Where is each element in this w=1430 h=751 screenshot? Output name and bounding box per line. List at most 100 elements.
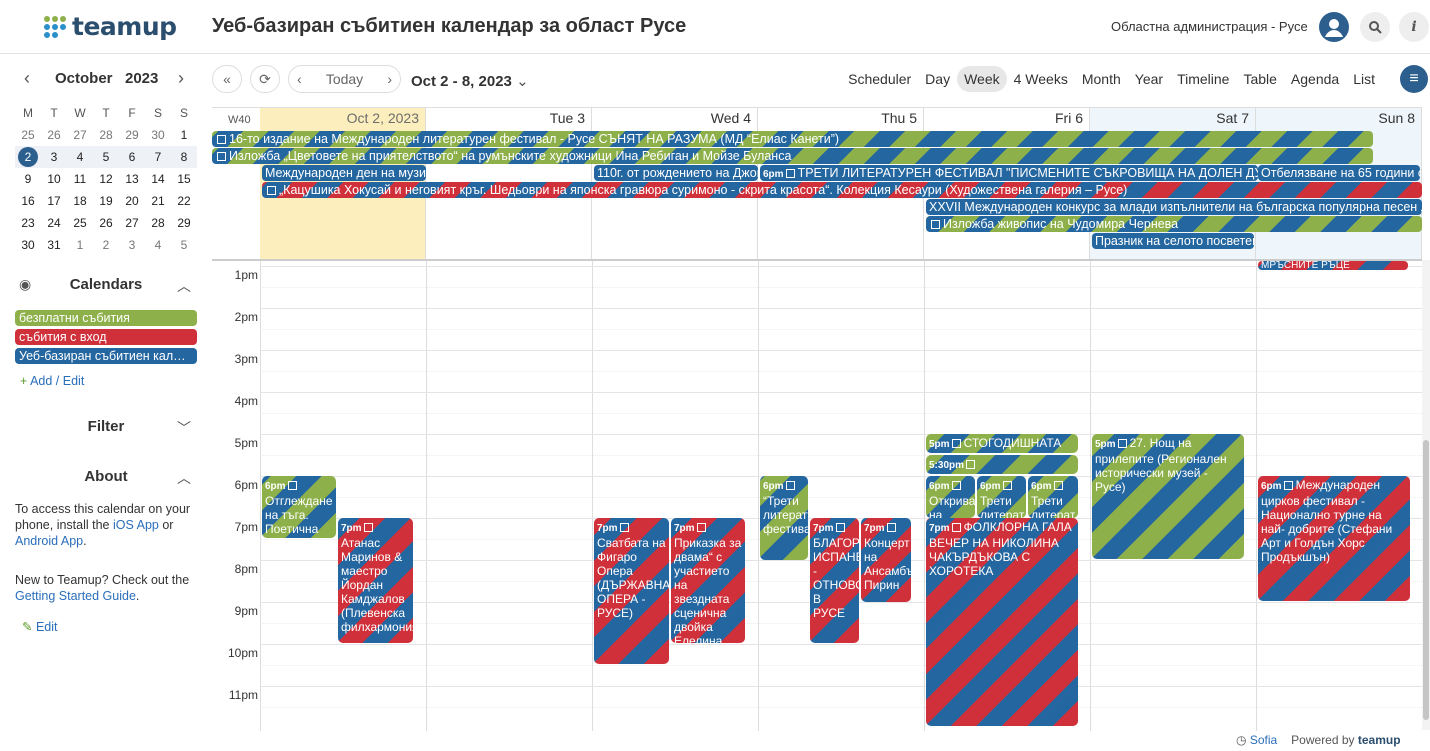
chevron-down-icon[interactable]: ﹀ [177, 420, 191, 436]
calendar-item-web[interactable]: Уеб-базиран събитиен кал… [15, 348, 197, 364]
add-edit-link[interactable]: + Add / Edit [20, 374, 85, 388]
day-header[interactable]: Oct 2, 2023 [260, 108, 426, 129]
powered-by[interactable]: Powered by teamup [1291, 733, 1401, 747]
today-button[interactable]: Today [325, 71, 364, 87]
timed-event[interactable]: 7pmСватбата на Фигаро Опера (ДЪРЖАВНА ОП… [594, 518, 669, 664]
mini-day[interactable]: 30 [151, 128, 165, 142]
view-6[interactable]: Timeline [1177, 71, 1230, 87]
view-9[interactable]: List [1353, 71, 1375, 87]
mini-day[interactable]: 26 [99, 216, 113, 230]
mini-day[interactable]: 2 [102, 238, 110, 252]
calendar-item-free[interactable]: безплатни събития [15, 310, 197, 326]
view-5[interactable]: Year [1134, 71, 1164, 87]
mini-day[interactable]: 24 [47, 216, 61, 230]
mini-day[interactable]: 28 [99, 128, 113, 142]
timed-event[interactable]: 6pmТрети литерат [1028, 476, 1078, 518]
mini-day[interactable]: 18 [73, 194, 87, 208]
user-avatar-icon[interactable] [1319, 12, 1349, 42]
search-icon[interactable] [1360, 12, 1390, 42]
mini-day[interactable]: 28 [151, 216, 165, 230]
mini-day[interactable]: 7 [154, 150, 162, 164]
timed-event[interactable]: 5:30pmСТОГОДИШНАТА [926, 455, 1078, 474]
timed-event[interactable]: 6pmОтглеждане на тъга. Поетична [262, 476, 336, 538]
timed-event[interactable]: 7pmПриказка за двама“ с участието на зве… [671, 518, 745, 643]
allday-event[interactable]: Празник на селото посветен [1092, 233, 1254, 249]
timed-event[interactable]: 7pmАтанас Маринов & маестро Йордан Камдж… [338, 518, 413, 643]
timed-event[interactable]: 6pm“Трети литературен фестивал [760, 476, 808, 560]
allday-event[interactable]: МРЪСНИТЕ РЪЦЕ [1258, 261, 1408, 270]
mini-day[interactable]: 29 [125, 128, 139, 142]
mini-day[interactable]: 20 [125, 194, 139, 208]
android-link[interactable]: Android App [15, 534, 84, 548]
mini-day[interactable]: 6 [128, 150, 136, 164]
prev-month-icon[interactable]: ‹ [24, 68, 30, 88]
timed-event[interactable]: 7pmБЛАГОРОДНИЯТ ИСПАНЕЦ - ОТНОВО В РУСЕ [810, 518, 859, 643]
view-1[interactable]: Day [925, 71, 951, 87]
timed-event[interactable]: 7pm ФОЛКЛОРНА ГАЛА ВЕЧЕР НА НИКОЛИНА ЧАКЪ… [926, 518, 1078, 726]
calendar-owner[interactable]: Областна администрация - Русе [1111, 19, 1308, 34]
collapse-sidebar-icon[interactable]: « [212, 65, 242, 93]
day-header[interactable]: Wed 4 [592, 108, 758, 129]
calendar-item-paid[interactable]: събития с вход [15, 329, 197, 345]
view-3[interactable]: 4 Weeks [1013, 71, 1068, 87]
mini-day[interactable]: 4 [76, 150, 84, 164]
mini-day[interactable]: 27 [73, 128, 87, 142]
timed-event[interactable]: 6pmОткриване на [926, 476, 975, 518]
mini-day[interactable]: 23 [21, 216, 35, 230]
mini-day[interactable]: 5 [180, 238, 188, 252]
mini-day[interactable]: 1 [180, 128, 188, 142]
mini-day[interactable]: 16 [21, 194, 35, 208]
day-header[interactable]: Tue 3 [426, 108, 592, 129]
day-header[interactable]: Sun 8 [1256, 108, 1422, 129]
mini-day[interactable]: 13 [125, 172, 139, 186]
day-header[interactable]: Sat 7 [1090, 108, 1256, 129]
next-icon[interactable]: › [387, 71, 392, 87]
ios-link[interactable]: iOS App [113, 518, 159, 532]
logo[interactable]: teamup [44, 12, 177, 41]
allday-event[interactable]: 6pm ТРЕТИ ЛИТЕРАТУРЕН ФЕСТИВАЛ "ПИСМЕНИТЕ… [760, 165, 1258, 181]
mini-day[interactable]: 26 [47, 128, 61, 142]
allday-event[interactable]: Международен ден на музик [262, 165, 426, 181]
edit-link[interactable]: ✎ Edit [22, 620, 58, 634]
day-header[interactable]: Fri 6 [924, 108, 1090, 129]
timezone[interactable]: ◷ Sofia [1236, 733, 1278, 747]
chevron-up-icon[interactable]: ︿ [177, 470, 191, 486]
filter-header[interactable]: Filter ﹀ [15, 418, 197, 438]
allday-event[interactable]: „Кацушика Хокусай и неговият кръг. Шедьо… [262, 182, 1422, 198]
mini-day[interactable]: 5 [102, 150, 110, 164]
timed-event[interactable]: 5pm 27. Нощ на прилепите (Регионален исто… [1092, 434, 1244, 559]
allday-event[interactable]: Изложба „Цветовете на приятелството“ на … [212, 148, 1373, 164]
mini-day[interactable]: 22 [177, 194, 191, 208]
allday-event[interactable]: Изложба живопис на Чудомира Чернева [926, 216, 1422, 232]
prev-icon[interactable]: ‹ [297, 71, 302, 87]
mini-day[interactable]: 8 [180, 150, 188, 164]
day-header[interactable]: Thu 5 [758, 108, 924, 129]
view-2[interactable]: Week [957, 66, 1007, 92]
mini-day[interactable]: 19 [99, 194, 113, 208]
view-8[interactable]: Agenda [1290, 71, 1340, 87]
refresh-icon[interactable]: ⟳ [250, 65, 280, 93]
allday-event[interactable]: Отбелязване на 65 години от [1258, 165, 1420, 181]
mini-day[interactable]: 15 [177, 172, 191, 186]
mini-day[interactable]: 9 [24, 172, 32, 186]
mini-day[interactable]: 25 [21, 128, 35, 142]
mini-day[interactable]: 10 [47, 172, 61, 186]
chevron-up-icon[interactable]: ︿ [177, 278, 191, 294]
view-0[interactable]: Scheduler [848, 71, 912, 87]
menu-icon[interactable]: ≡ [1400, 65, 1428, 93]
mini-day[interactable]: 21 [151, 194, 165, 208]
timed-event[interactable]: 6pm Международен цирков фестивал - Национ… [1258, 476, 1410, 601]
view-7[interactable]: Table [1243, 71, 1277, 87]
mini-day[interactable]: 12 [99, 172, 113, 186]
mini-day-today[interactable]: 2 [15, 146, 41, 168]
mini-day[interactable]: 31 [47, 238, 61, 252]
allday-event[interactable]: XXVII Международен конкурс за млади изпъ… [926, 199, 1422, 215]
timed-event[interactable]: 7pmКонцерт на Ансамбъл Пирин [861, 518, 911, 602]
next-month-icon[interactable]: › [178, 68, 184, 88]
timed-event[interactable]: 6pmТрети литерат [977, 476, 1026, 518]
mini-day[interactable]: 29 [177, 216, 191, 230]
about-header[interactable]: About ︿ [15, 468, 197, 488]
mini-day[interactable]: 25 [73, 216, 87, 230]
mini-day[interactable]: 17 [47, 194, 61, 208]
